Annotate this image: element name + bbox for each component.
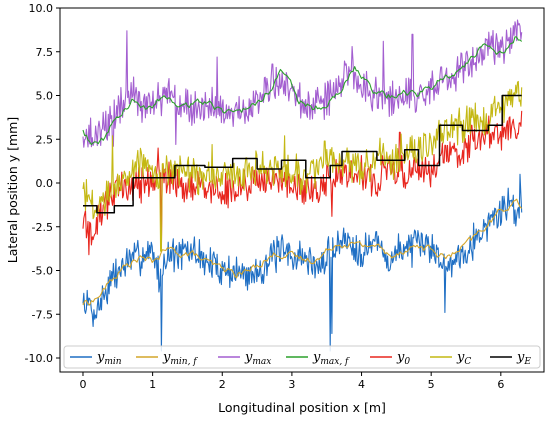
y-tick-label: -5.0 xyxy=(32,265,53,278)
series-line-y-e xyxy=(83,94,522,214)
series-line-y-max xyxy=(82,19,523,148)
y-tick-label: 7.5 xyxy=(36,46,54,59)
y-tick-label: 2.5 xyxy=(36,133,54,146)
x-tick-label: 5 xyxy=(428,378,435,391)
x-tick-label: 6 xyxy=(497,378,504,391)
series-line-y-min xyxy=(82,173,523,352)
x-axis-label: Longitudinal position x [m] xyxy=(218,400,386,415)
x-tick-label: 0 xyxy=(79,378,86,391)
legend-label: yC xyxy=(456,350,471,367)
series-line-y-min-f xyxy=(82,198,523,306)
x-tick-label: 1 xyxy=(149,378,156,391)
series-line-y-c xyxy=(82,80,523,252)
y-tick-label: 0.0 xyxy=(36,177,54,190)
x-tick-label: 2 xyxy=(219,378,226,391)
legend: ymin ymin, f ymax ymax, f y0 yC yE xyxy=(63,345,541,369)
y-axis-label: Lateral position y [mm] xyxy=(5,117,20,263)
legend-label: ymax xyxy=(244,350,271,367)
y-tick-label: 10.0 xyxy=(29,2,54,15)
legend-label: ymax, f xyxy=(312,350,350,367)
x-tick-label: 4 xyxy=(358,378,365,391)
y-axis: 10.0 7.5 5.0 2.5 0.0 -2.5 -5.0 -7.5 -10.0 xyxy=(25,2,60,365)
x-tick-label: 3 xyxy=(288,378,295,391)
y-tick-label: -2.5 xyxy=(32,221,53,234)
plot-frame xyxy=(59,7,545,373)
y-tick-label: 5.0 xyxy=(36,90,54,103)
series-line-y-max-f xyxy=(82,36,523,146)
legend-label: ymin, f xyxy=(162,350,198,367)
legend-label: y0 xyxy=(396,350,410,367)
legend-label: ymin xyxy=(96,350,122,367)
legend-label: yE xyxy=(516,350,531,367)
series-layer xyxy=(82,19,523,352)
y-tick-label: -7.5 xyxy=(32,308,53,321)
x-axis: 0 1 2 3 4 5 6 xyxy=(79,372,504,391)
y-tick-label: -10.0 xyxy=(25,352,53,365)
